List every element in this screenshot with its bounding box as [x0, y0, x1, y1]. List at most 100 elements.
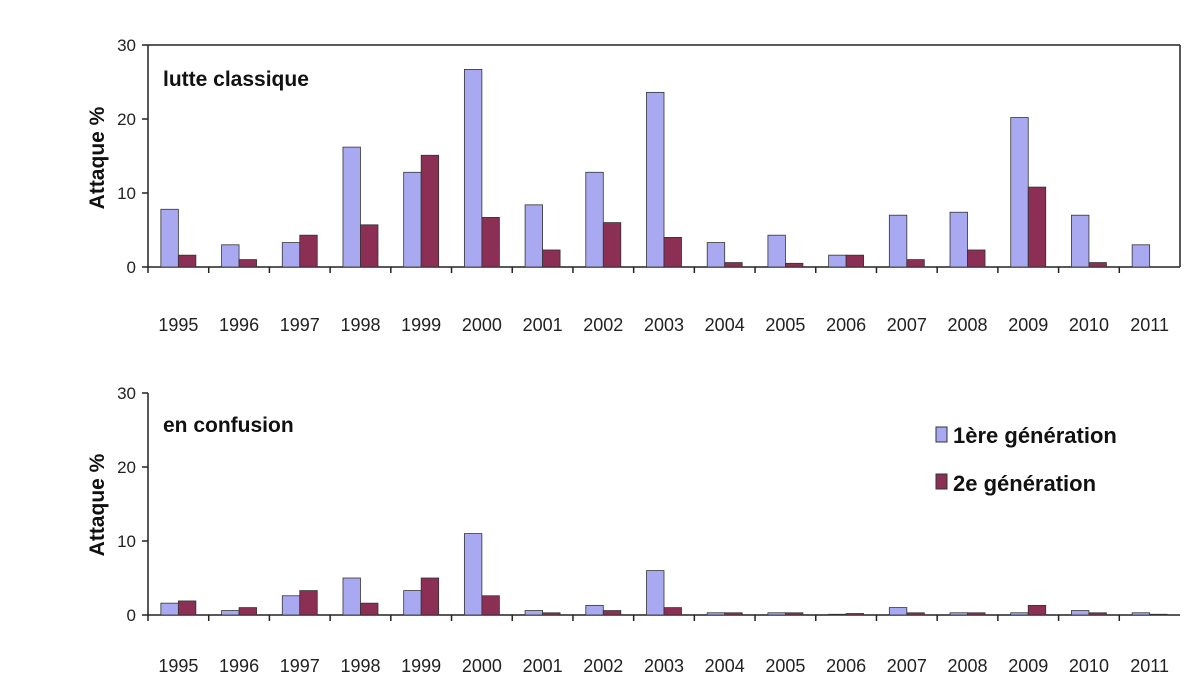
bar-2e-generation-2004	[724, 612, 743, 616]
x-tick-label: 2011	[1130, 315, 1169, 335]
bar-2e-generation-1997	[299, 234, 318, 268]
x-tick-label: 2007	[887, 315, 927, 335]
x-tick-label: 2009	[1008, 315, 1048, 335]
x-tick-label: 2001	[523, 315, 563, 335]
bar-2e-generation-2005	[785, 262, 804, 268]
y-tick-label: 30	[117, 36, 136, 55]
bar-2e-generation-1997	[299, 590, 318, 616]
x-tick-label: 1996	[219, 315, 259, 335]
bar-1ere-generation-2011	[1131, 244, 1151, 268]
legend-swatch-1ere-generation	[935, 426, 948, 443]
bar-1ere-generation-2009	[1010, 612, 1029, 616]
bar-2e-generation-2011	[1149, 613, 1168, 616]
x-tick-label: 1997	[280, 315, 320, 335]
x-tick-label: 1998	[340, 656, 380, 675]
bar-1ere-generation-2001	[524, 204, 543, 268]
chart-panel-en-confusion: en confusion Attaque % 0 10 20 30 1995 1996 19…	[86, 384, 1180, 675]
bar-2e-generation-2001	[542, 612, 561, 616]
bar-1ere-generation-2005	[767, 234, 786, 268]
bar-1ere-generation-1995	[160, 602, 179, 616]
chart-panel-lutte-classique: lutte classique Attaque % 0 10 20 30 1995 199…	[86, 36, 1181, 335]
bar-1ere-generation-1997	[281, 242, 301, 268]
y-tick-label: 10	[117, 532, 136, 551]
bar-2e-generation-2000	[481, 595, 500, 616]
bar-1ere-generation-2007	[888, 214, 908, 268]
bar-1ere-generation-2010	[1071, 214, 1090, 268]
bar-1ere-generation-2008	[949, 612, 968, 616]
bar-2e-generation-1998	[360, 602, 379, 616]
bar-2e-generation-1996	[238, 607, 257, 616]
y-tick-label: 10	[117, 184, 136, 203]
bar-1ere-generation-2004	[706, 612, 726, 616]
bar-2e-generation-2006	[845, 613, 865, 616]
bar-2e-generation-2001	[542, 249, 561, 268]
x-tick-label: 2003	[644, 656, 684, 675]
bar-2e-generation-1999	[420, 577, 440, 616]
panel-title: lutte classique	[163, 68, 309, 91]
bar-2e-generation-2002	[602, 610, 622, 616]
bar-1ere-generation-2003	[646, 570, 665, 616]
y-tick-label: 0	[127, 258, 136, 277]
x-tick-label: 2007	[887, 656, 927, 675]
x-tick-label: 2000	[462, 656, 502, 675]
y-tick-label: 0	[127, 606, 136, 625]
bar-1ere-generation-2002	[585, 171, 604, 268]
bar-2e-generation-2007	[906, 259, 925, 268]
x-tick-label: 2004	[705, 315, 745, 335]
bar-2e-generation-2009	[1027, 186, 1047, 268]
y-tick-label: 20	[117, 458, 136, 477]
bar-2e-generation-2010	[1088, 262, 1107, 268]
bar-2e-generation-2003	[663, 236, 682, 268]
bar-1ere-generation-2006	[828, 613, 847, 616]
legend-swatch-2e-generation	[935, 473, 948, 490]
bar-2e-generation-1995	[177, 254, 197, 268]
x-tick-label: 2006	[826, 315, 866, 335]
x-tick-label: 2002	[583, 656, 623, 675]
x-tick-label: 2004	[705, 656, 745, 675]
bar-2e-generation-2003	[663, 607, 682, 616]
bar-1ere-generation-1999	[403, 590, 422, 616]
bar-2e-generation-2006	[845, 254, 865, 268]
bar-2e-generation-2007	[906, 612, 925, 616]
x-tick-label: 1997	[280, 656, 320, 675]
x-tick-label: 1999	[401, 315, 441, 335]
bar-1ere-generation-1998	[342, 577, 361, 616]
x-tick-label: 2009	[1008, 656, 1048, 675]
bar-1ere-generation-1996	[221, 610, 240, 616]
chart-legend: 1ère génération 2e génération	[935, 423, 1117, 496]
x-tick-label: 1996	[219, 656, 259, 675]
legend-label: 2e génération	[953, 471, 1096, 496]
bar-2e-generation-1995	[177, 600, 197, 616]
bar-2e-generation-2008	[967, 249, 986, 268]
bar-2e-generation-1996	[238, 259, 257, 268]
bar-1ere-generation-2008	[949, 211, 968, 268]
panel-title: en confusion	[163, 414, 294, 437]
bar-1ere-generation-1997	[281, 595, 301, 616]
x-tick-label: 2011	[1130, 656, 1169, 675]
x-tick-label: 2000	[462, 315, 502, 335]
x-tick-label: 2010	[1069, 656, 1109, 675]
x-tick-label: 2008	[948, 315, 988, 335]
bar-1ere-generation-2000	[463, 69, 483, 268]
bar-2e-generation-2004	[724, 262, 743, 268]
x-tick-label: 2005	[765, 656, 805, 675]
x-tick-label: 1995	[158, 315, 198, 335]
x-tick-label: 2001	[523, 656, 563, 675]
bar-1ere-generation-2009	[1010, 117, 1029, 268]
x-tick-label: 1998	[340, 315, 380, 335]
legend-label: 1ère génération	[953, 423, 1117, 448]
bar-1ere-generation-1996	[221, 244, 240, 268]
x-tick-label: 2003	[644, 315, 684, 335]
bar-1ere-generation-2003	[646, 91, 665, 268]
bar-1ere-generation-2010	[1071, 610, 1090, 616]
y-tick-label: 20	[117, 110, 136, 129]
bar-2e-generation-2005	[785, 612, 804, 616]
bar-2e-generation-2000	[481, 217, 500, 268]
bar-2e-generation-2008	[967, 612, 986, 616]
x-tick-label: 2006	[826, 656, 866, 675]
bar-1ere-generation-1995	[160, 208, 179, 268]
x-tick-label: 2002	[583, 315, 623, 335]
bar-2e-generation-2010	[1088, 612, 1107, 616]
bar-1ere-generation-2001	[524, 610, 543, 616]
bar-2e-generation-2009	[1027, 604, 1047, 616]
